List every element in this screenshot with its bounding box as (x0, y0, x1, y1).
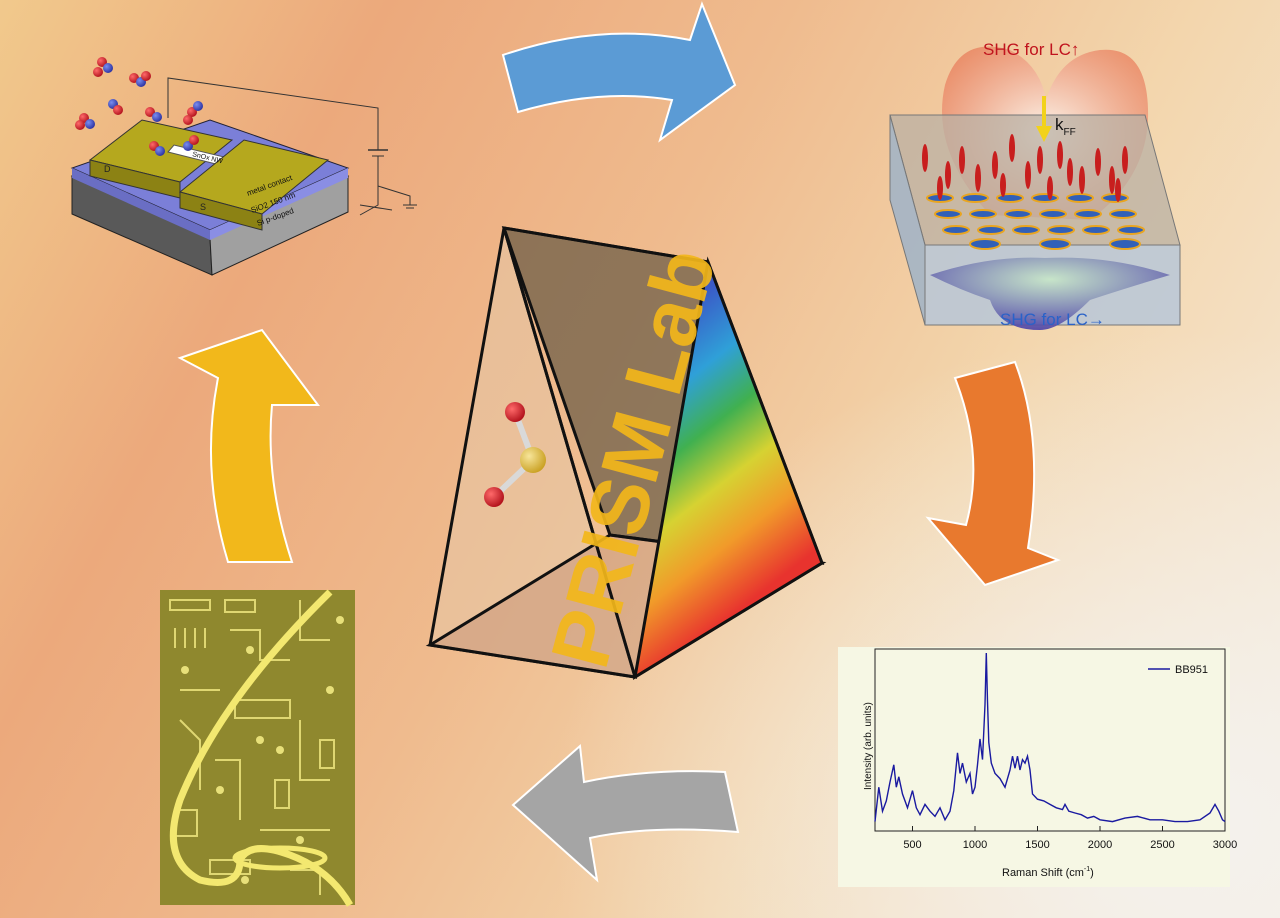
liquid-crystal-molecules (922, 134, 1128, 202)
x-tick-label: 500 (903, 839, 921, 851)
series-line-bb951 (874, 652, 1226, 823)
shg-top-label: SHG for LC↑ (983, 40, 1079, 59)
x-axis-label: Raman Shift (cm-1) (1002, 866, 1094, 879)
plot-area (874, 648, 1226, 832)
drain-label: D (104, 164, 111, 174)
x-tick-label: 1500 (1025, 839, 1049, 851)
x-tick-label: 1000 (963, 839, 987, 851)
shg-bottom-label: SHG for LC→ (1000, 310, 1105, 329)
gas-molecules (75, 57, 203, 156)
cycle-arrows (177, 1, 1061, 883)
prism: PRISM Lab (425, 226, 827, 681)
arrow-right (925, 360, 1061, 587)
sulfur-atom (520, 447, 546, 473)
x-tick-label: 2000 (1088, 839, 1112, 851)
x-tick-label: 3000 (1213, 839, 1237, 851)
y-axis-label: Intensity (arb. units) (863, 702, 874, 790)
so2-molecule (484, 402, 546, 507)
nanodisk-array (926, 193, 1145, 250)
shg-diagram: kFF SHG for LC↑ SHG for LC→ (889, 40, 1181, 330)
oxygen-atom (505, 402, 525, 422)
oxygen-atom (484, 487, 504, 507)
legend-label: BB951 (1175, 664, 1208, 676)
source-label: S (200, 202, 206, 212)
x-tick-label: 2500 (1150, 839, 1174, 851)
gas-sensor-diagram: D S SnOx NW metal contact SiO2 150 nm Si… (70, 57, 417, 276)
kff-label: kFF (1055, 115, 1076, 138)
circuit-board (160, 589, 355, 907)
arrow-top (501, 1, 737, 143)
arrow-bottom (511, 743, 740, 883)
x-axis-ticks: 500 1000 1500 2000 2500 3000 (903, 826, 1237, 851)
raman-chart: 500 1000 1500 2000 2500 3000 Intensity (arb. … (838, 647, 1237, 887)
arrow-left (177, 328, 320, 563)
prism-rainbow-face (632, 256, 824, 681)
